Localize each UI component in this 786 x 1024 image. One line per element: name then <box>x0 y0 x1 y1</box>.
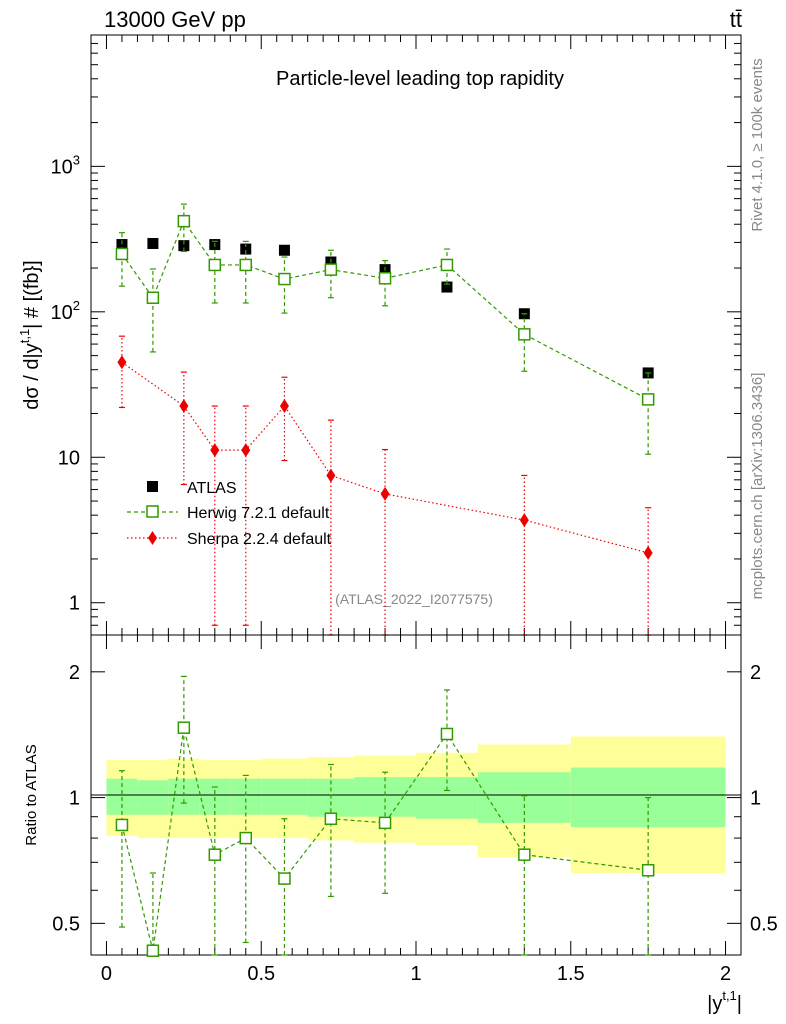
ratio-uncertainty-bands <box>106 736 726 873</box>
ratio-y-tick-labels: 0.5 0.5 1 1 2 2 <box>52 662 778 936</box>
analysis-watermark: (ATLAS_2022_I2077575) <box>335 591 493 607</box>
herwig-point <box>324 263 338 276</box>
sherpa-point <box>380 486 390 501</box>
main-series <box>115 203 655 636</box>
main-y-tick-label: 103 <box>51 152 80 178</box>
ratio-y-tick-label-left: 1 <box>69 788 80 810</box>
main-y-axis-label: dσ / d|yt,1| # [(fb}] <box>17 260 43 410</box>
atlas-point <box>147 237 159 249</box>
band-inner <box>261 778 308 815</box>
x-tick-label: 2 <box>720 963 731 985</box>
process-label: tt̄ <box>730 7 742 32</box>
sherpa-point <box>279 399 289 414</box>
sherpa-point <box>210 443 220 458</box>
atlas-point <box>278 244 290 256</box>
x-tick-label: 0 <box>101 963 112 985</box>
sherpa-point <box>519 513 529 528</box>
sherpa-point <box>117 355 127 370</box>
legend: ATLAS Herwig 7.2.1 default Sherpa 2.2.4 … <box>127 480 332 548</box>
x-tick-label: 0.5 <box>247 963 275 985</box>
herwig-line <box>121 219 649 400</box>
legend-sherpa-label: Sherpa 2.2.4 default <box>187 531 332 548</box>
main-y-tick-labels: 1 10 102 103 <box>51 152 80 614</box>
x-tick-label: 1.5 <box>557 963 585 985</box>
legend-herwig-marker <box>146 505 159 518</box>
herwig-point <box>518 328 531 341</box>
ratio-y-ticks <box>91 671 741 924</box>
ratio-series <box>115 675 655 957</box>
x-axis-label: |yt,1| <box>707 988 742 1015</box>
atlas-point <box>178 240 190 252</box>
x-tick-label: 1 <box>410 963 421 985</box>
ratio-y-axis-label: Ratio to ATLAS <box>23 744 40 845</box>
main-panel: 1 10 102 103 Particle-level leading top rap… <box>17 34 742 636</box>
ratio-herwig-point <box>239 831 253 845</box>
ratio-herwig-point <box>146 944 160 957</box>
ratio-herwig-point <box>641 864 655 877</box>
ratio-y-tick-label-right: 0.5 <box>750 913 778 935</box>
ratio-herwig-point <box>177 721 191 734</box>
herwig-point <box>378 272 392 285</box>
herwig-point <box>440 258 454 272</box>
atlas-point <box>441 281 453 293</box>
mcplots-label: mcplots.cern.ch [arXiv:1306.3436] <box>749 373 766 600</box>
ratio-herwig-point <box>115 818 129 832</box>
band-inner <box>199 778 231 815</box>
x-axis-label-main: |y <box>707 993 722 1015</box>
herwig-point <box>146 291 160 304</box>
legend-atlas-marker <box>147 481 158 492</box>
ratio-herwig-point <box>440 727 454 741</box>
atlas-point <box>116 239 128 251</box>
main-y-axis-label-tail: | # [(fb}] <box>21 260 43 329</box>
ratio-herwig-point <box>278 872 291 885</box>
ratio-herwig-point <box>518 848 531 861</box>
band-inner <box>416 777 478 819</box>
x-tick-labels: 0 0.5 1 1.5 2 <box>101 963 731 985</box>
ratio-panel: 0.5 0.5 1 1 2 2 0 0.5 1 1.5 2 Ratio to ATLAS |yt,… <box>23 634 778 1015</box>
main-y-tick-label: 10 <box>58 447 80 469</box>
x-axis-label-sup: t,1 <box>722 988 736 1003</box>
ratio-herwig-point <box>324 812 338 825</box>
herwig-point <box>208 258 222 272</box>
ratio-herwig-point <box>208 848 222 861</box>
ratio-y-tick-label-left: 2 <box>69 662 80 684</box>
sherpa-point <box>241 443 251 458</box>
ratio-y-tick-label-right: 1 <box>750 788 761 810</box>
x-axis-label-tail: | <box>737 993 742 1015</box>
band-inner <box>137 780 169 815</box>
legend-atlas-label: ATLAS <box>187 480 237 497</box>
herwig-point <box>115 247 129 261</box>
main-y-axis-label-sup: t,1 <box>17 329 32 343</box>
ratio-x-ticks <box>105 635 727 955</box>
sherpa-point <box>326 468 336 483</box>
ratio-y-tick-label-left: 0.5 <box>52 913 80 935</box>
herwig-point <box>239 258 253 272</box>
ratio-herwig-point <box>378 816 392 830</box>
ratio-y-tick-label-right: 2 <box>750 662 761 684</box>
rivet-version-label: Rivet 4.1.0, ≥ 100k events <box>749 58 766 231</box>
atlas-point <box>240 243 252 255</box>
herwig-point <box>278 272 291 286</box>
band-inner <box>354 777 416 817</box>
sherpa-point <box>643 545 653 560</box>
main-y-ticks <box>91 34 741 636</box>
legend-herwig-label: Herwig 7.2.1 default <box>187 505 330 522</box>
plot-title: Particle-level leading top rapidity <box>276 68 564 90</box>
main-y-tick-label: 102 <box>51 298 80 324</box>
main-y-tick-label: 1 <box>69 593 80 615</box>
herwig-point <box>177 214 191 228</box>
energy-label: 13000 GeV pp <box>104 7 246 32</box>
main-x-ticks <box>105 35 727 635</box>
sherpa-point <box>179 399 189 414</box>
herwig-point <box>641 393 655 406</box>
legend-sherpa-marker <box>148 531 157 545</box>
main-y-axis-label-main: dσ / d|y <box>21 343 43 409</box>
band-inner <box>168 778 200 815</box>
